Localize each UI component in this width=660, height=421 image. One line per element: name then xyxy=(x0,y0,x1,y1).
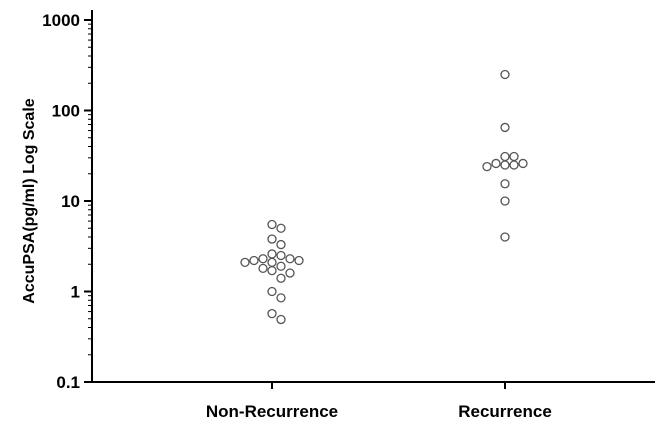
data-point xyxy=(509,160,519,170)
x-tick-label: Non-Recurrence xyxy=(206,402,338,421)
data-point xyxy=(500,232,510,242)
data-point xyxy=(276,314,286,325)
data-point xyxy=(276,273,286,283)
data-point xyxy=(500,160,510,170)
data-point xyxy=(276,261,286,271)
y-tick-label: 0.1 xyxy=(56,373,80,392)
data-point xyxy=(276,250,286,261)
data-points xyxy=(240,69,528,325)
data-point xyxy=(509,151,519,162)
data-point xyxy=(285,254,295,264)
data-point xyxy=(285,268,295,278)
data-point xyxy=(267,286,277,297)
data-point xyxy=(267,219,277,230)
data-point xyxy=(240,257,250,267)
data-point xyxy=(276,239,286,250)
x-axis-ticks: Non-Recurrence Recurrence xyxy=(206,382,552,421)
data-point xyxy=(267,234,277,244)
x-tick-label: Recurrence xyxy=(458,402,552,421)
data-point xyxy=(500,196,510,206)
data-point xyxy=(276,223,286,233)
data-point xyxy=(267,308,277,319)
data-point xyxy=(294,255,304,266)
y-axis-title: AccuPSA(pg/ml) Log Scale xyxy=(21,98,38,303)
data-point xyxy=(500,122,510,133)
data-point xyxy=(276,293,286,303)
y-tick-label: 1000 xyxy=(42,11,80,30)
data-point xyxy=(500,179,510,189)
y-tick-label: 10 xyxy=(61,192,80,211)
y-tick-label: 1 xyxy=(71,283,80,302)
data-point xyxy=(500,151,510,162)
data-point xyxy=(249,255,259,266)
data-point xyxy=(258,263,268,274)
data-point xyxy=(267,257,277,267)
data-point xyxy=(258,254,268,264)
data-point xyxy=(518,158,528,169)
data-point xyxy=(491,158,501,169)
axes xyxy=(91,10,655,383)
data-point xyxy=(267,265,277,276)
data-point xyxy=(267,249,277,259)
y-tick-label: 100 xyxy=(52,102,80,121)
y-axis-ticks: 0.1 1 10 100 1000 xyxy=(42,11,92,392)
data-point xyxy=(500,69,510,80)
data-point xyxy=(482,161,492,172)
